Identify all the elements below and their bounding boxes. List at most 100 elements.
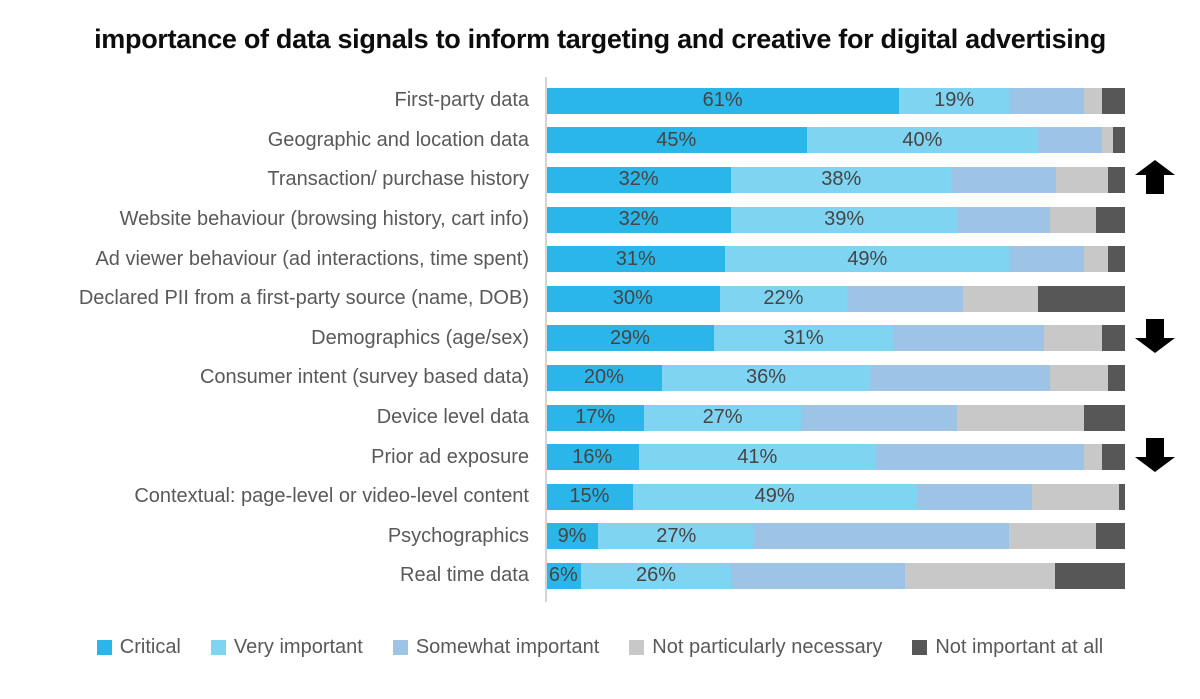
value-label: 16% xyxy=(572,445,613,468)
chart-row: First-party data 61% 19% xyxy=(0,81,1200,121)
segment-not-important-at-all xyxy=(1084,404,1125,431)
legend-label: Somewhat important xyxy=(415,635,600,658)
value-label: 31% xyxy=(783,326,824,349)
segment-very-important: 31% xyxy=(713,325,894,352)
chart-row: Consumer intent (survey based data) 20% 36… xyxy=(0,358,1200,398)
legend-label: Very important xyxy=(233,635,363,658)
segment-very-important: 38% xyxy=(731,166,952,193)
value-label: 17% xyxy=(575,406,616,429)
segment-very-important: 40% xyxy=(806,127,1039,154)
value-label: 38% xyxy=(821,168,862,191)
stacked-bar: 45% 40% xyxy=(546,127,1125,154)
value-label: 26% xyxy=(635,564,677,587)
segment-somewhat-important xyxy=(731,562,905,589)
chart-row: Prior ad exposure 16% 41% xyxy=(0,437,1200,477)
segment-not-important-at-all xyxy=(1101,325,1125,352)
segment-critical: 6% xyxy=(546,562,581,589)
segment-very-important: 41% xyxy=(638,444,876,471)
value-label: 40% xyxy=(902,128,943,151)
legend-swatch-icon xyxy=(912,639,928,655)
segment-very-important: 36% xyxy=(661,364,871,391)
segment-critical: 17% xyxy=(546,404,645,431)
segment-not-particularly-necessary xyxy=(957,404,1085,431)
legend-swatch-icon xyxy=(210,639,226,655)
segment-not-particularly-necessary xyxy=(1055,166,1108,193)
segment-somewhat-important xyxy=(754,523,1010,550)
segment-not-particularly-necessary xyxy=(1032,483,1120,510)
chart-row: Ad viewer behaviour (ad interactions, ti… xyxy=(0,239,1200,279)
segment-critical: 31% xyxy=(546,246,726,273)
legend-item-critical: Critical xyxy=(96,635,181,659)
segment-not-particularly-necessary xyxy=(904,562,1056,589)
legend-item-not-particularly-necessary: Not particularly necessary xyxy=(629,636,882,659)
segment-not-particularly-necessary xyxy=(962,285,1039,312)
value-label: 45% xyxy=(656,128,697,151)
value-label: 36% xyxy=(746,366,787,389)
segment-very-important: 49% xyxy=(725,246,1010,273)
chart-area: First-party data 61% 19% Geographic and loc… xyxy=(0,77,1200,602)
legend-label: Not particularly necessary xyxy=(652,635,883,658)
category-label: Declared PII from a first-party source (… xyxy=(78,287,529,310)
segment-not-important-at-all xyxy=(1119,483,1125,510)
value-label: 61% xyxy=(702,89,743,112)
trend-slot xyxy=(1125,200,1200,240)
category-label: Contextual: page-level or video-level co… xyxy=(134,485,529,508)
legend-item-somewhat-important: Somewhat important xyxy=(392,635,600,659)
segment-very-important: 27% xyxy=(644,404,801,431)
value-label: 49% xyxy=(847,247,888,270)
segment-somewhat-important xyxy=(893,325,1044,352)
value-label: 27% xyxy=(656,524,697,547)
category-label: Device level data xyxy=(376,406,529,429)
chart-row: Demographics (age/sex) 29% 31% xyxy=(0,318,1200,359)
stacked-bar: 15% 49% xyxy=(546,483,1125,510)
segment-very-important: 27% xyxy=(598,523,755,550)
value-label: 19% xyxy=(934,89,975,112)
chart-row: Device level data 17% 27% xyxy=(0,398,1200,438)
trend-up-arrow-icon xyxy=(1134,160,1176,199)
stacked-bar: 32% 39% xyxy=(546,206,1125,233)
value-label: 32% xyxy=(618,168,659,191)
trend-slot xyxy=(1125,437,1200,477)
legend-item-very-important: Very important xyxy=(210,635,363,659)
chart-row: Psychographics 9% 27% xyxy=(0,517,1200,557)
value-label: 31% xyxy=(615,247,656,270)
legend-swatch-icon xyxy=(96,639,112,655)
segment-somewhat-important xyxy=(876,444,1085,471)
segment-somewhat-important xyxy=(800,404,958,431)
category-label: Geographic and location data xyxy=(267,128,529,151)
category-label: Transaction/ purchase history xyxy=(267,168,529,191)
segment-critical: 32% xyxy=(546,206,732,233)
legend-swatch-icon xyxy=(392,639,408,655)
trend-slot xyxy=(1125,160,1200,200)
segment-somewhat-important xyxy=(847,285,963,312)
segment-not-particularly-necessary xyxy=(1084,87,1102,114)
segment-not-important-at-all xyxy=(1038,285,1125,312)
segment-not-particularly-necessary xyxy=(1049,206,1096,233)
value-label: 41% xyxy=(737,445,778,468)
segment-not-important-at-all xyxy=(1101,87,1125,114)
value-label: 32% xyxy=(618,208,659,231)
segment-not-important-at-all xyxy=(1096,206,1125,233)
stacked-bar: 31% 49% xyxy=(546,246,1125,273)
chart-rows: First-party data 61% 19% Geographic and loc… xyxy=(0,81,1200,596)
segment-somewhat-important xyxy=(1038,127,1102,154)
trend-slot xyxy=(1125,398,1200,438)
segment-not-important-at-all xyxy=(1101,444,1125,471)
stacked-bar: 17% 27% xyxy=(546,404,1125,431)
stacked-bar: 61% 19% xyxy=(546,87,1125,114)
trend-slot xyxy=(1125,556,1200,596)
stacked-bar: 6% 26% xyxy=(546,562,1125,589)
chart-title: importance of data signals to inform tar… xyxy=(94,24,1106,54)
legend-label: Critical xyxy=(119,635,181,658)
segment-very-important: 26% xyxy=(580,562,732,589)
segment-not-important-at-all xyxy=(1107,166,1125,193)
segment-very-important: 49% xyxy=(632,483,917,510)
segment-critical: 32% xyxy=(546,166,732,193)
segment-critical: 15% xyxy=(546,483,633,510)
segment-somewhat-important xyxy=(870,364,1050,391)
chart-row: Declared PII from a first-party source (… xyxy=(0,279,1200,319)
segment-very-important: 19% xyxy=(899,87,1010,114)
segment-critical: 9% xyxy=(546,523,599,550)
legend: Critical Very important Somewhat important… xyxy=(0,636,1200,659)
trend-down-arrow-icon xyxy=(1134,318,1176,358)
